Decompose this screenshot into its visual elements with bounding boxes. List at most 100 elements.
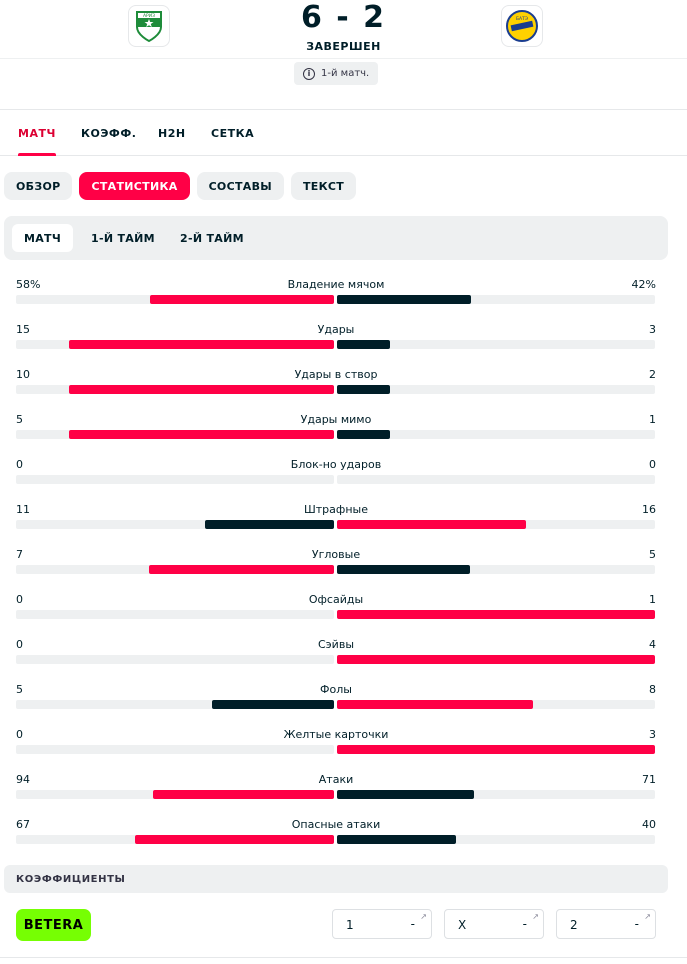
stat-home-value: 10 <box>16 368 30 381</box>
subtab-text[interactable]: ТЕКСТ <box>290 172 357 200</box>
odds-value: - <box>522 917 527 931</box>
odds-button-away[interactable]: 2 - ↗ <box>556 909 656 939</box>
odds-value: - <box>634 917 639 931</box>
stat-label: Штрафные <box>304 503 368 516</box>
stat-home-value: 15 <box>16 323 30 336</box>
stat-away-bar <box>337 430 390 439</box>
stat-row: 0 Сэйвы 4 <box>16 638 656 678</box>
period-match[interactable]: МАТЧ <box>12 224 74 252</box>
bookmaker-logo[interactable]: BETERA <box>16 909 91 941</box>
stat-home-bar <box>135 835 334 844</box>
stat-away-bar <box>337 700 533 709</box>
away-team-logo[interactable]: БАТЭ <box>501 5 543 47</box>
stat-label: Удары мимо <box>300 413 372 426</box>
stat-away-bar <box>337 385 390 394</box>
stat-home-bar <box>212 700 334 709</box>
stat-label: Блок-но ударов <box>290 458 382 471</box>
stat-row: 10 Удары в створ 2 <box>16 368 656 408</box>
stat-away-bar <box>337 295 471 304</box>
stat-home-value: 11 <box>16 503 30 516</box>
stat-home-track <box>16 790 334 799</box>
bottom-divider <box>0 957 687 958</box>
tab-match[interactable]: МАТЧ <box>18 110 56 156</box>
circle-crest-icon: БАТЭ <box>506 10 538 42</box>
stat-row: 11 Штрафные 16 <box>16 503 656 543</box>
stat-away-value: 71 <box>642 773 656 786</box>
stat-label: Владение мячом <box>287 278 385 291</box>
info-icon: i <box>303 67 315 80</box>
stat-away-bar <box>337 520 526 529</box>
stat-home-track <box>16 745 334 754</box>
tab-bracket[interactable]: СЕТКА <box>211 126 255 140</box>
stat-away-bar <box>337 610 655 619</box>
period-first-half[interactable]: 1-Й ТАЙМ <box>91 231 155 245</box>
stat-home-bar <box>69 385 334 394</box>
stat-home-track <box>16 565 334 574</box>
stat-home-value: 94 <box>16 773 30 786</box>
stat-away-value: 8 <box>649 683 656 696</box>
stat-row: 94 Атаки 71 <box>16 773 656 813</box>
stat-label: Желтые карточки <box>283 728 389 741</box>
stat-label: Офсайды <box>308 593 364 606</box>
stat-away-track <box>337 385 655 394</box>
stat-away-track <box>337 610 655 619</box>
header-divider <box>0 58 687 59</box>
stat-away-bar <box>337 790 474 799</box>
stat-home-value: 5 <box>16 413 23 426</box>
stat-away-track <box>337 295 655 304</box>
stat-home-track <box>16 295 334 304</box>
stat-away-bar <box>337 745 655 754</box>
subtab-overview[interactable]: ОБЗОР <box>4 172 73 200</box>
home-team-logo[interactable]: АРИЗ <box>128 5 170 47</box>
stat-away-value: 3 <box>649 323 656 336</box>
svg-text:АРИЗ: АРИЗ <box>143 13 155 19</box>
stat-home-track <box>16 385 334 394</box>
match-header: АРИЗ 6 - 2 ЗАВЕРШЕН БАТЭ i 1-й матч. <box>0 0 687 110</box>
tab-odds[interactable]: КОЭФФ. <box>81 126 137 140</box>
stat-row: 0 Блок-но ударов 0 <box>16 458 656 498</box>
stat-away-track <box>337 520 655 529</box>
stat-home-value: 67 <box>16 818 30 831</box>
stat-home-track <box>16 700 334 709</box>
stat-row: 0 Офсайды 1 <box>16 593 656 633</box>
stat-label: Сэйвы <box>317 638 355 651</box>
stat-row: 5 Фолы 8 <box>16 683 656 723</box>
stat-away-track <box>337 475 655 484</box>
stat-away-value: 0 <box>649 458 656 471</box>
stat-home-track <box>16 520 334 529</box>
stat-away-bar <box>337 655 655 664</box>
stat-away-value: 1 <box>649 413 656 426</box>
stat-home-track <box>16 340 334 349</box>
stat-home-value: 0 <box>16 638 23 651</box>
main-tabs: МАТЧ КОЭФФ. H2H СЕТКА <box>0 110 687 156</box>
odds-button-draw[interactable]: X - ↗ <box>444 909 544 939</box>
stat-home-bar <box>149 565 334 574</box>
stat-label: Угловые <box>311 548 361 561</box>
sub-tabs: ОБЗОР СТАТИСТИКА СОСТАВЫ ТЕКСТ <box>4 172 357 200</box>
stat-away-track <box>337 745 655 754</box>
period-second-half[interactable]: 2-Й ТАЙМ <box>180 231 244 245</box>
subtab-statistics[interactable]: СТАТИСТИКА <box>79 172 190 200</box>
stat-home-track <box>16 430 334 439</box>
stat-home-value: 0 <box>16 458 23 471</box>
stat-row: 5 Удары мимо 1 <box>16 413 656 453</box>
stat-home-value: 7 <box>16 548 23 561</box>
tab-h2h[interactable]: H2H <box>158 126 186 140</box>
stat-row: 58% Владение мячом 42% <box>16 278 656 318</box>
stat-away-track <box>337 700 655 709</box>
stat-home-bar <box>205 520 334 529</box>
odds-value: - <box>410 917 415 931</box>
stat-away-value: 5 <box>649 548 656 561</box>
stat-label: Фолы <box>320 683 352 696</box>
stat-away-value: 3 <box>649 728 656 741</box>
odds-button-home[interactable]: 1 - ↗ <box>332 909 432 939</box>
stat-home-bar <box>69 340 334 349</box>
round-label: 1-й матч. <box>321 68 370 79</box>
stat-row: 15 Удары 3 <box>16 323 656 363</box>
stat-row: 0 Желтые карточки 3 <box>16 728 656 768</box>
round-info-badge: i 1-й матч. <box>294 62 379 85</box>
stat-home-value: 0 <box>16 593 23 606</box>
subtab-lineups[interactable]: СОСТАВЫ <box>196 172 284 200</box>
stat-home-track <box>16 835 334 844</box>
stat-away-value: 4 <box>649 638 656 651</box>
